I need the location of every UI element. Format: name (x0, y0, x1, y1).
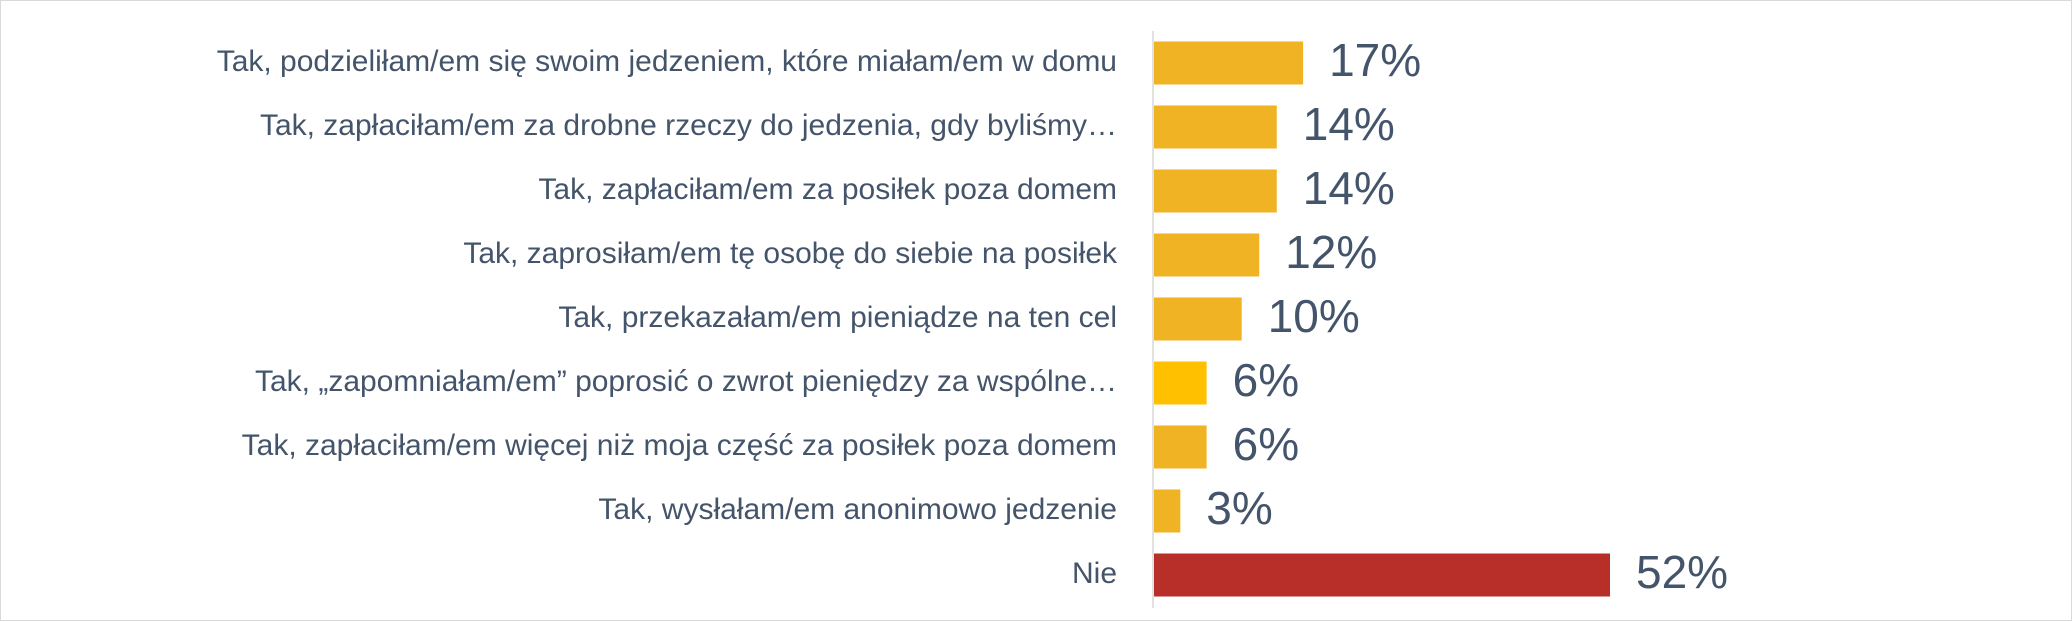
bar (1154, 361, 1207, 405)
data-label: 17% (1329, 34, 1421, 86)
bar (1154, 489, 1181, 533)
data-label: 6% (1233, 354, 1299, 406)
bar (1154, 553, 1610, 597)
data-label: 6% (1233, 418, 1299, 470)
category-label: Tak, zapłaciłam/em więcej niż moja część… (242, 429, 1117, 462)
bar (1154, 169, 1277, 213)
bar (1154, 41, 1304, 85)
category-label: Tak, podzieliłam/em się swoim jedzeniem,… (217, 45, 1117, 78)
category-label: Tak, „zapomniałam/em” poprosić o zwrot p… (255, 365, 1117, 398)
category-label: Tak, przekazałam/em pieniądze na ten cel (558, 301, 1117, 334)
data-label: 10% (1268, 290, 1360, 342)
category-label: Tak, zapłaciłam/em za posiłek poza domem (538, 173, 1117, 206)
bar (1154, 105, 1277, 149)
data-label: 3% (1206, 482, 1272, 534)
bar (1154, 233, 1260, 277)
data-label: 14% (1303, 162, 1395, 214)
category-label: Tak, zapłaciłam/em za drobne rzeczy do j… (260, 109, 1117, 142)
category-label: Tak, zaprosiłam/em tę osobę do siebie na… (463, 237, 1118, 270)
bar (1154, 297, 1242, 341)
category-label: Nie (1072, 557, 1117, 590)
data-label: 14% (1303, 98, 1395, 150)
category-label: Tak, wysłałam/em anonimowo jedzenie (598, 493, 1117, 526)
data-label: 12% (1285, 226, 1377, 278)
bar (1154, 425, 1207, 469)
data-label: 52% (1636, 546, 1728, 598)
